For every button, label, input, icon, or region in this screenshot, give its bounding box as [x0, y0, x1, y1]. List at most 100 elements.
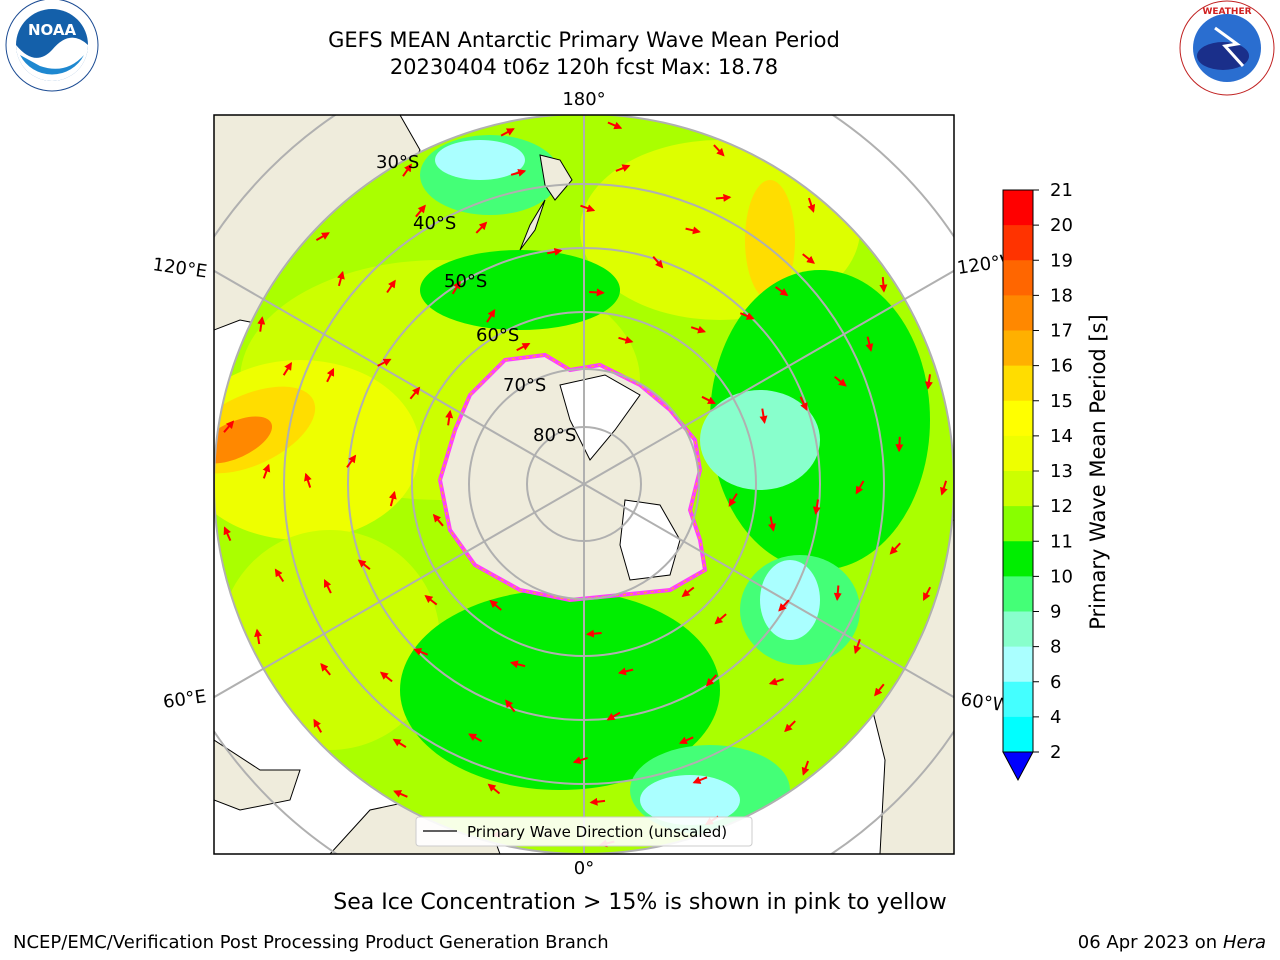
- colorbar-tick-label: 8: [1050, 637, 1061, 658]
- colorbar-segment: [1003, 435, 1033, 472]
- wave-arrow: [445, 409, 454, 426]
- wave-arrow: [392, 738, 407, 748]
- colorbar-tick-label: 16: [1050, 356, 1073, 377]
- lon-label-180: 180°: [562, 89, 605, 110]
- wave-arrow: [409, 386, 421, 400]
- colorbar-segment: [1003, 330, 1033, 367]
- wave-arrow: [379, 671, 393, 683]
- colorbar-segment: [1003, 716, 1033, 753]
- wave-arrow: [589, 797, 606, 806]
- wave-arrow: [692, 776, 708, 784]
- colorbar-tick-label: 18: [1050, 285, 1073, 306]
- wave-arrow: [313, 718, 323, 733]
- graticule: [214, 115, 954, 854]
- wave-arrow: [320, 662, 331, 676]
- wave-arrow: [775, 286, 789, 297]
- wave-arrow: [510, 168, 527, 177]
- wave-arrow: [812, 499, 821, 515]
- wave-arrow: [346, 454, 357, 468]
- colorbar-tick-label: 14: [1050, 426, 1073, 447]
- wave-arrow: [714, 613, 727, 625]
- wave-arrow: [922, 586, 932, 602]
- wave-arrow: [759, 408, 768, 424]
- wave-arrow: [505, 699, 516, 713]
- wave-arrow: [257, 316, 266, 332]
- colorbar-tick-label: 19: [1050, 250, 1073, 271]
- ice-shelf-weddell: [619, 499, 681, 581]
- colorbar-segment: [1003, 506, 1033, 542]
- wave-arrow: [617, 667, 634, 676]
- wave-arrow: [262, 463, 271, 479]
- wave-arrow: [486, 308, 496, 323]
- wave-arrow: [547, 247, 563, 256]
- colorbar-segment: [1003, 681, 1033, 718]
- wave-arrow: [572, 756, 588, 764]
- colorbar-tick-label: 6: [1050, 672, 1061, 693]
- wave-arrow: [678, 736, 694, 745]
- colorbar-tick-label: 10: [1050, 566, 1073, 587]
- colorbar-segment: [1003, 471, 1033, 507]
- wave-arrow: [223, 420, 235, 433]
- wave-arrow: [615, 164, 631, 172]
- wave-arrow: [685, 226, 701, 235]
- lat-label-80s: 80°S: [533, 425, 576, 446]
- lat-label-30s: 30°S: [376, 152, 419, 173]
- colorbar-segment: [1003, 611, 1033, 648]
- wave-arrow: [223, 526, 232, 542]
- wave-arrow: [874, 683, 885, 697]
- map-frame: [213, 114, 955, 855]
- wave-arrow: [807, 197, 816, 213]
- wave-arrow: [377, 358, 392, 367]
- lat-label-60s: 60°S: [476, 325, 519, 346]
- lon-label-0: 0°: [574, 858, 594, 879]
- wave-arrow: [701, 395, 716, 405]
- wave-arrow: [304, 472, 312, 488]
- wave-arrow: [413, 648, 429, 656]
- wave-arrow: [739, 312, 755, 320]
- wave-arrow: [326, 367, 335, 383]
- chart-title: GEFS MEAN Antarctic Primary Wave Mean Pe…: [328, 28, 840, 52]
- wave-arrow: [254, 628, 263, 645]
- colorbar-segment: [1003, 646, 1033, 683]
- lat-label-70s: 70°S: [503, 375, 546, 396]
- wave-arrow: [487, 783, 501, 795]
- wave-arrow: [799, 396, 808, 411]
- wave-arrow: [323, 579, 332, 594]
- wave-arrow: [451, 280, 461, 295]
- wave-arrow: [386, 279, 396, 294]
- wave-arrow: [895, 436, 904, 453]
- wave-arrow: [509, 660, 526, 669]
- footer-date: 06 Apr 2023 on Hera: [1077, 932, 1266, 953]
- chart-subtitle: 20230404 t06z 120h fcst Max: 18.78: [389, 55, 779, 79]
- wave-arrow: [715, 193, 732, 202]
- colorbar-segment: [1003, 190, 1033, 226]
- colorbar-tick-label: 15: [1050, 391, 1073, 412]
- colorbar-tick-label: 11: [1050, 531, 1073, 552]
- wave-arrow: [315, 232, 330, 241]
- wave-arrow: [274, 568, 285, 583]
- wave-arrow: [586, 629, 602, 638]
- colorbar-tick-label: 12: [1050, 496, 1073, 517]
- wave-arrow: [282, 361, 292, 376]
- sea-ice-inner-edge: [439, 354, 706, 601]
- wave-arrow: [834, 376, 847, 387]
- colorbar-tick-label: 4: [1050, 707, 1061, 728]
- wave-arrow: [713, 144, 725, 157]
- wave-arrow: [618, 336, 634, 344]
- wave-arrow: [388, 490, 397, 507]
- wave-arrow: [802, 253, 815, 264]
- lat-label-50s: 50°S: [444, 271, 487, 292]
- africa-land: [214, 739, 301, 811]
- wave-arrow: [940, 480, 948, 496]
- wave-arrow: [357, 559, 371, 570]
- wave-arrow: [924, 374, 933, 390]
- colorbar-tick-label: 21: [1050, 180, 1073, 201]
- colorbar-tick-label: 9: [1050, 602, 1061, 623]
- svg-text:WEATHER: WEATHER: [1202, 7, 1251, 17]
- wave-arrow: [432, 513, 444, 527]
- wave-arrow: [393, 790, 408, 798]
- wave-arrow: [589, 288, 605, 297]
- wave-arrow: [652, 255, 664, 269]
- wave-arrow: [415, 204, 426, 218]
- colorbar-tick-label: 20: [1050, 215, 1073, 236]
